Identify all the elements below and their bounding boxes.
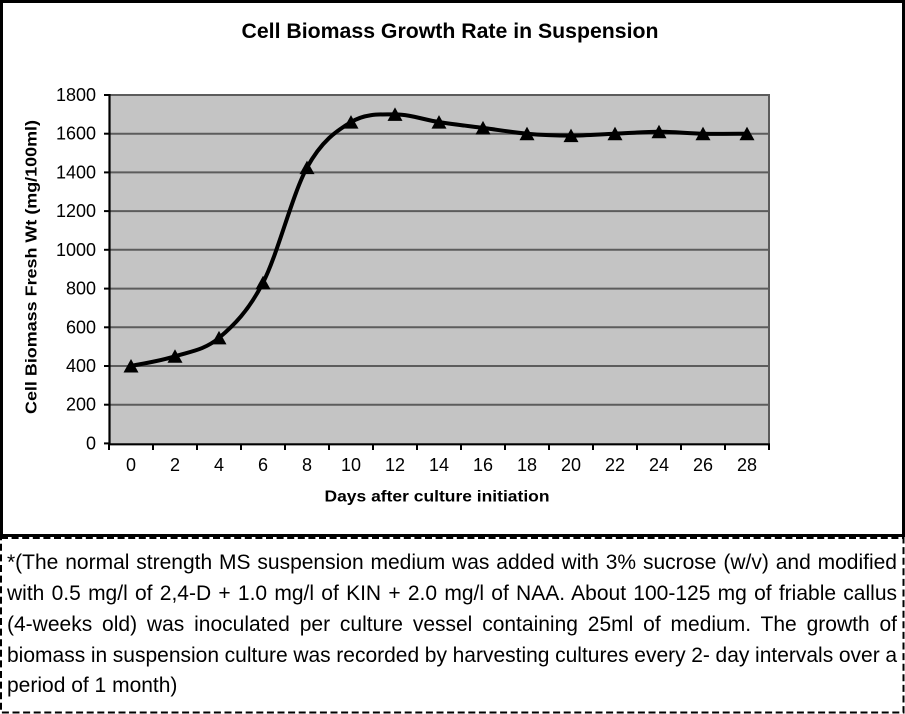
svg-text:6: 6 bbox=[258, 455, 268, 475]
svg-text:0: 0 bbox=[126, 455, 136, 475]
svg-text:10: 10 bbox=[341, 455, 361, 475]
svg-text:28: 28 bbox=[737, 455, 757, 475]
svg-text:14: 14 bbox=[429, 455, 449, 475]
svg-text:26: 26 bbox=[693, 455, 713, 475]
svg-text:600: 600 bbox=[66, 317, 96, 337]
svg-text:0: 0 bbox=[86, 433, 96, 453]
svg-text:1000: 1000 bbox=[56, 240, 96, 260]
svg-text:12: 12 bbox=[385, 455, 405, 475]
svg-text:1200: 1200 bbox=[56, 201, 96, 221]
svg-text:400: 400 bbox=[66, 356, 96, 376]
svg-text:Cell Biomass Growth Rate in Su: Cell Biomass Growth Rate in Suspension bbox=[242, 20, 659, 43]
svg-text:8: 8 bbox=[302, 455, 312, 475]
svg-text:1600: 1600 bbox=[56, 124, 96, 144]
svg-text:1400: 1400 bbox=[56, 162, 96, 182]
svg-text:800: 800 bbox=[66, 279, 96, 299]
svg-text:24: 24 bbox=[649, 455, 669, 475]
svg-text:1800: 1800 bbox=[56, 85, 96, 105]
svg-text:200: 200 bbox=[66, 395, 96, 415]
svg-text:16: 16 bbox=[473, 455, 493, 475]
svg-text:2: 2 bbox=[170, 455, 180, 475]
svg-text:22: 22 bbox=[605, 455, 625, 475]
svg-text:20: 20 bbox=[561, 455, 581, 475]
svg-text:18: 18 bbox=[517, 455, 537, 475]
svg-text:4: 4 bbox=[214, 455, 224, 475]
svg-text:Days after culture initiation: Days after culture initiation bbox=[325, 489, 550, 506]
svg-text:Cell Biomass Fresh Wt (mg/100m: Cell Biomass Fresh Wt (mg/100ml) bbox=[24, 120, 41, 414]
